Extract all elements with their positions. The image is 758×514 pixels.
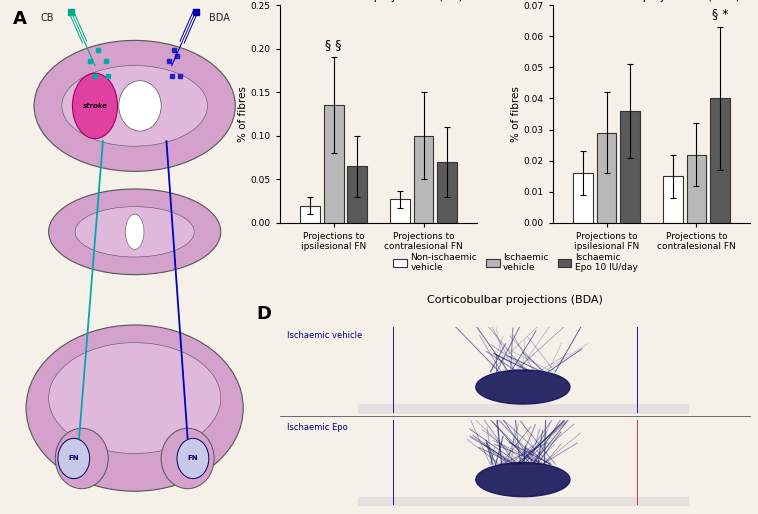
Text: FN: FN xyxy=(188,455,199,462)
Bar xyxy=(347,167,367,223)
Bar xyxy=(324,105,343,223)
Bar xyxy=(414,136,434,223)
Text: § §: § § xyxy=(325,38,342,51)
Legend: Non-ischaemic
vehicle, Ischaemic
vehicle, Ischaemic
Epo 10 IU/day: Non-ischaemic vehicle, Ischaemic vehicle… xyxy=(390,249,641,276)
Bar xyxy=(573,173,593,223)
Ellipse shape xyxy=(49,189,221,274)
Title: Corticobulbar projections (BDA): Corticobulbar projections (BDA) xyxy=(564,0,740,2)
Bar xyxy=(663,176,683,223)
Ellipse shape xyxy=(58,438,89,479)
Bar xyxy=(597,133,616,223)
Bar xyxy=(687,155,706,223)
Text: FN: FN xyxy=(68,455,79,462)
Bar xyxy=(620,111,640,223)
Ellipse shape xyxy=(55,428,108,489)
Ellipse shape xyxy=(75,207,194,257)
Text: A: A xyxy=(13,10,27,28)
Ellipse shape xyxy=(49,343,221,453)
Bar xyxy=(710,99,730,223)
Ellipse shape xyxy=(161,428,214,489)
Bar xyxy=(390,199,410,223)
Ellipse shape xyxy=(26,325,243,491)
Ellipse shape xyxy=(34,41,235,171)
Text: D: D xyxy=(256,305,271,323)
Text: BDA: BDA xyxy=(209,13,230,23)
Y-axis label: % of fibres: % of fibres xyxy=(511,86,521,142)
Title: Corticobulbar projections (CB): Corticobulbar projections (CB) xyxy=(295,0,462,2)
Ellipse shape xyxy=(62,66,208,146)
Y-axis label: % of fibres: % of fibres xyxy=(238,86,248,142)
Text: Corticobulbar projections (BDA): Corticobulbar projections (BDA) xyxy=(427,295,603,305)
Text: § *: § * xyxy=(712,7,728,21)
Text: CB: CB xyxy=(40,13,54,23)
Text: stroke: stroke xyxy=(83,103,108,109)
Ellipse shape xyxy=(119,81,161,131)
Ellipse shape xyxy=(177,438,208,479)
Bar xyxy=(300,206,320,223)
Bar xyxy=(437,162,457,223)
Text: B: B xyxy=(224,0,238,2)
Text: C: C xyxy=(497,0,511,2)
Ellipse shape xyxy=(125,214,144,249)
Ellipse shape xyxy=(73,73,117,139)
